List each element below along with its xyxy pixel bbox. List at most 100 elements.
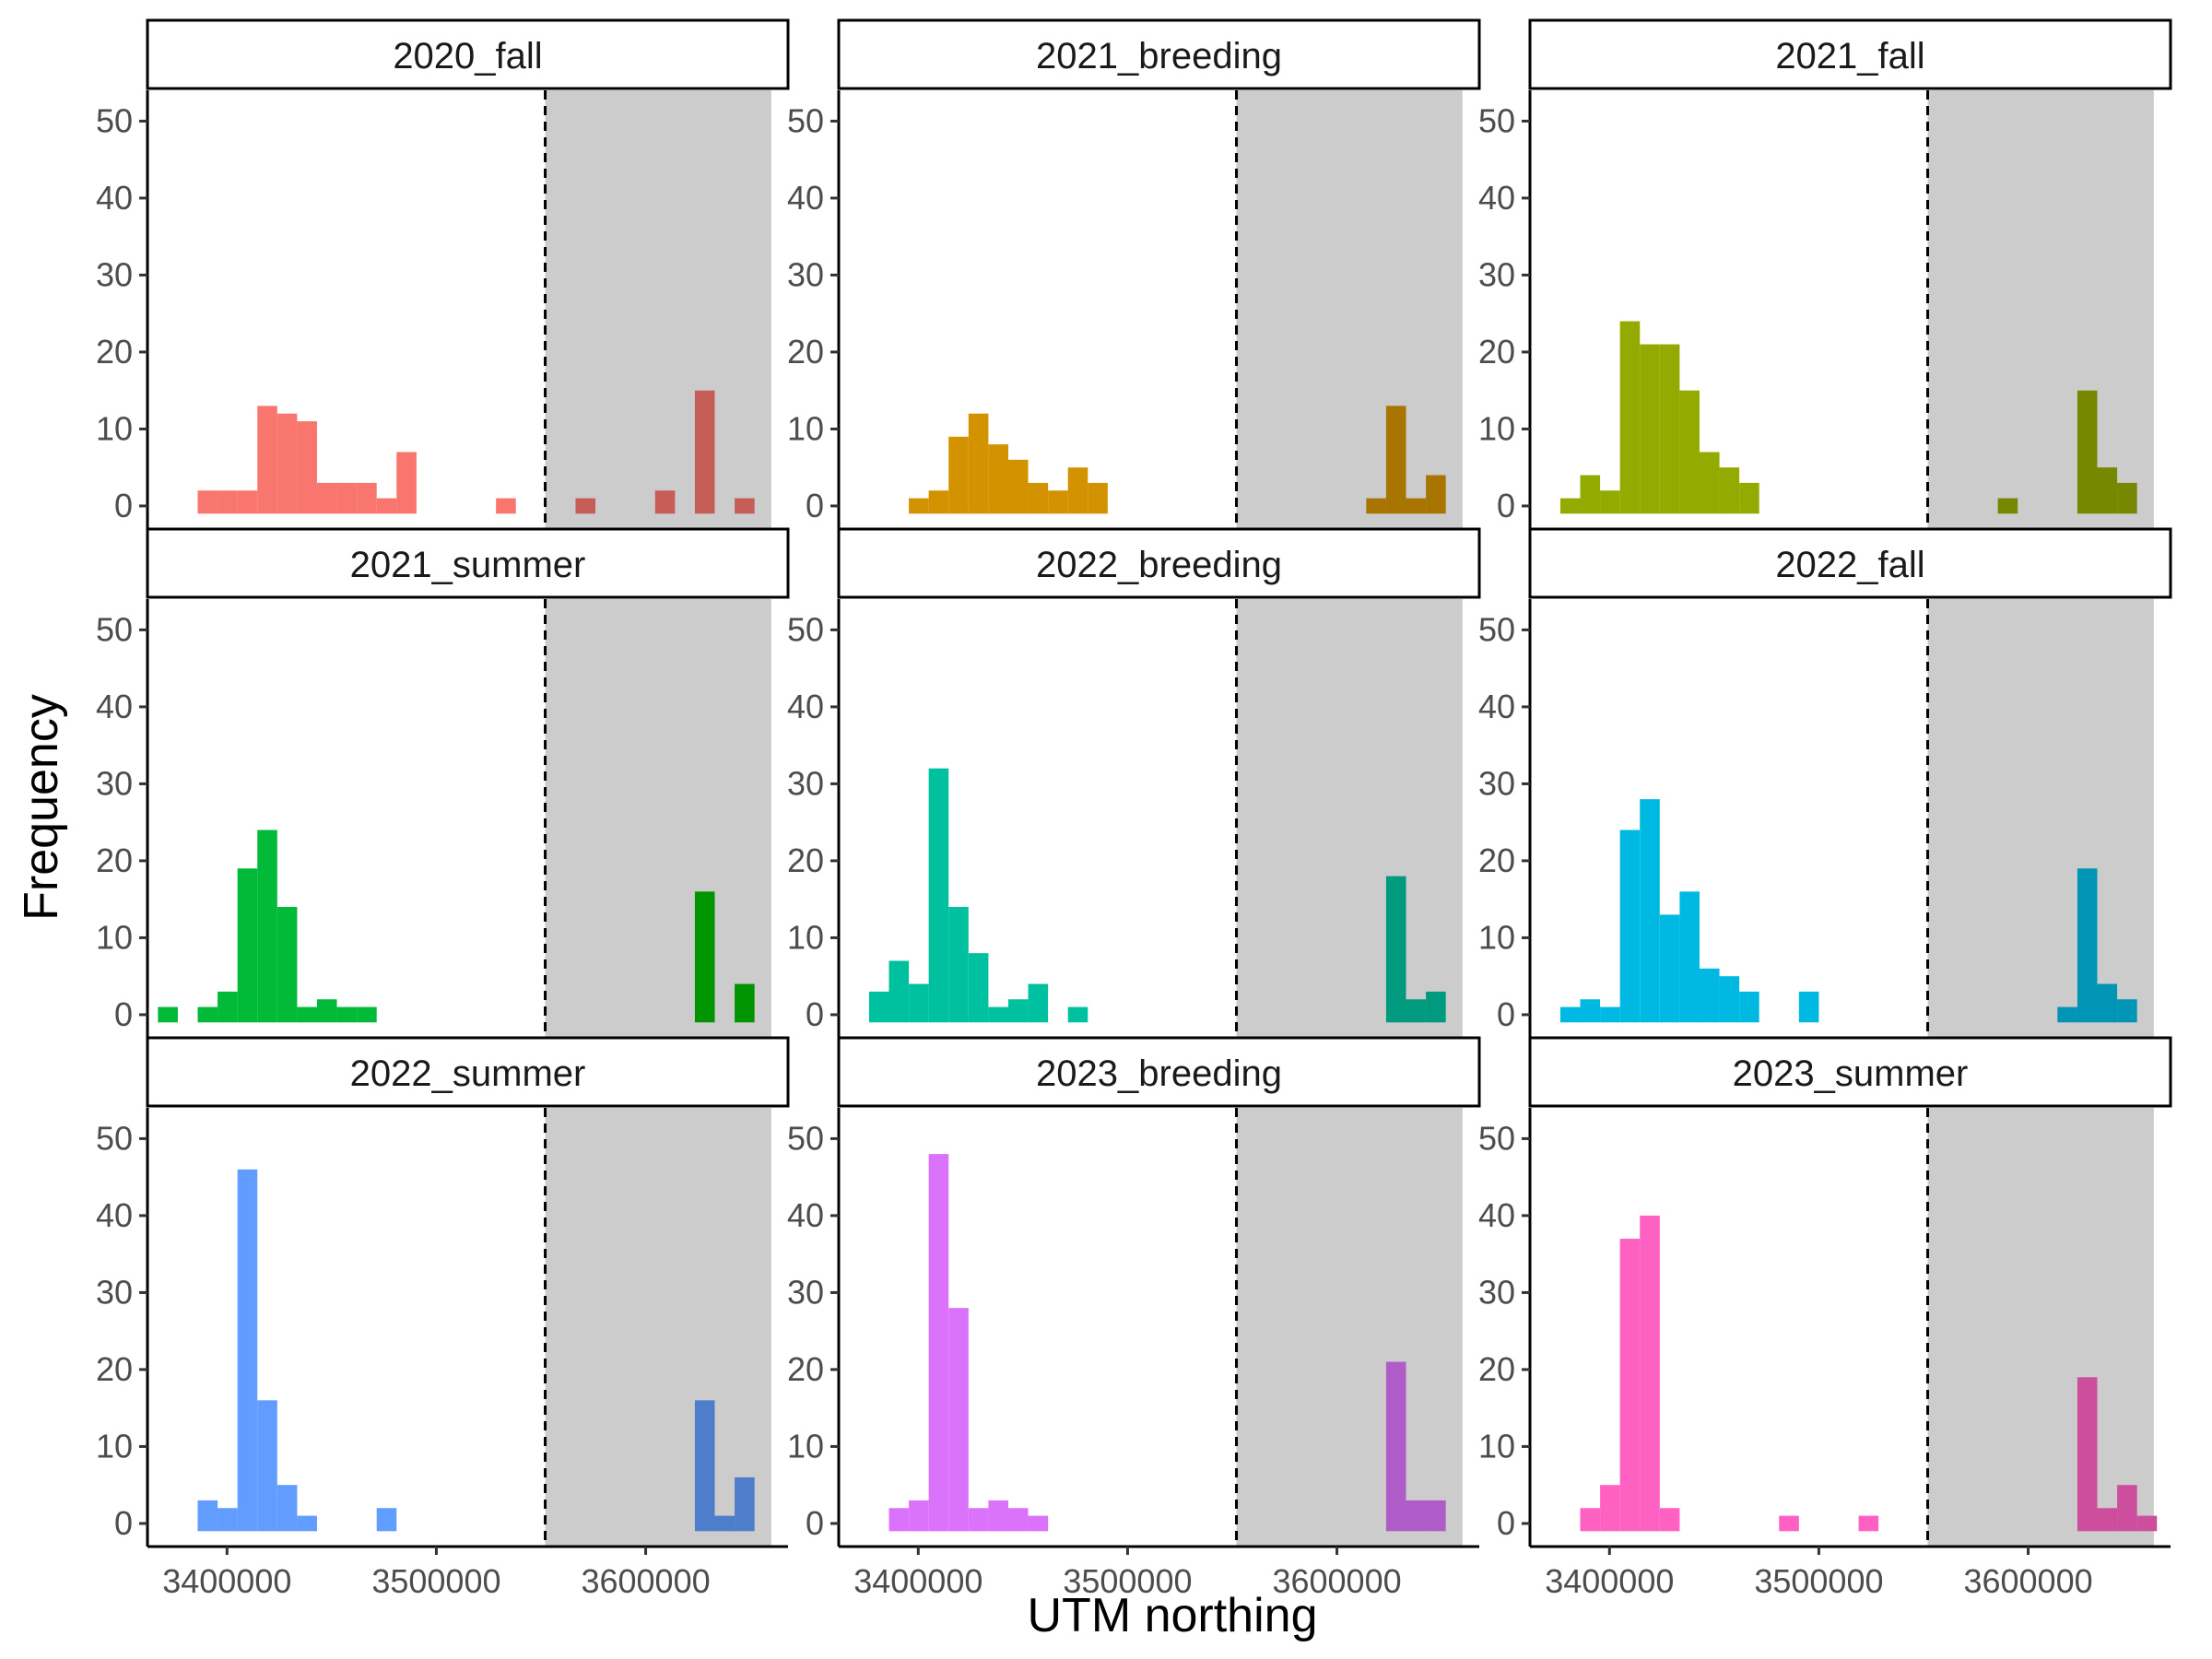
histogram-bar [197, 1006, 218, 1023]
histogram-bar [1028, 482, 1049, 514]
histogram-bar [1067, 1006, 1088, 1023]
histogram-bar [1580, 999, 1601, 1023]
histogram-bar [2117, 482, 2137, 514]
histogram-bar [575, 498, 596, 514]
histogram-bar [1007, 459, 1029, 514]
histogram-bar [1997, 498, 2018, 514]
histogram-bar [1385, 406, 1406, 514]
y-tick-label: 50 [1478, 610, 1515, 648]
y-tick-label: 10 [787, 918, 824, 956]
y-tick-label: 0 [1497, 1504, 1515, 1542]
histogram-bar [1007, 1508, 1029, 1532]
y-tick-label: 50 [1478, 1119, 1515, 1157]
y-tick-label: 30 [1478, 764, 1515, 802]
facet-panel-2022_summer: 2022_summer 0 10 20 30 40 50 3400000 3500000 3600… [96, 1036, 790, 1600]
y-tick-label: 50 [96, 101, 133, 139]
shaded-region [1236, 90, 1463, 529]
histogram-bar [1659, 914, 1680, 1023]
y-tick-label: 20 [1478, 333, 1515, 371]
histogram-bar [928, 768, 949, 1023]
histogram-bar [257, 406, 277, 514]
y-axis-title: Frequency [15, 694, 68, 921]
histogram-bar [276, 1485, 298, 1532]
y-tick-label: 30 [1478, 255, 1515, 293]
facet-panel-2021_breeding: 2021_breeding 0 10 20 30 40 50 [787, 18, 1481, 537]
facet-strip [146, 527, 790, 599]
y-tick-label: 40 [96, 688, 133, 725]
histogram-bar [948, 907, 969, 1023]
histogram-bar [276, 413, 298, 514]
histogram-bar [1426, 475, 1446, 514]
y-tick-label: 40 [96, 179, 133, 217]
y-tick-label: 50 [96, 1119, 133, 1157]
x-tick-label: 3500000 [371, 1562, 500, 1600]
histogram-bar [1739, 991, 1759, 1023]
histogram-bar [1028, 1515, 1049, 1532]
y-tick-label: 20 [787, 333, 824, 371]
histogram-bar [376, 498, 397, 514]
y-tick-label: 30 [787, 764, 824, 802]
facet-strip-label: 2023_summer [1733, 1053, 1969, 1094]
shaded-region [1236, 1108, 1463, 1547]
histogram-bar [1640, 799, 1660, 1023]
x-tick-label: 3600000 [1272, 1562, 1401, 1600]
y-tick-label: 0 [806, 487, 824, 524]
histogram-bar [336, 1006, 358, 1023]
histogram-bar [257, 1400, 277, 1532]
histogram-bar [1619, 321, 1641, 514]
facet-strip [146, 18, 790, 90]
x-tick-label: 3600000 [1963, 1562, 2092, 1600]
histogram-bar [1426, 991, 1446, 1023]
histogram-bar [1699, 968, 1720, 1023]
y-tick-label: 0 [1497, 487, 1515, 524]
y-tick-label: 0 [806, 995, 824, 1033]
histogram-bar [909, 498, 929, 514]
histogram-bar [988, 1006, 1008, 1023]
histogram-bar [197, 490, 218, 514]
histogram-bar [1600, 1006, 1620, 1023]
histogram-bar [1406, 1500, 1427, 1532]
histogram-bar [1659, 344, 1680, 514]
y-tick-label: 20 [96, 841, 133, 879]
y-tick-label: 40 [96, 1196, 133, 1234]
facet-panel-2023_summer: 2023_summer 0 10 20 30 40 50 3400000 3500000 3600… [1478, 1036, 2172, 1600]
histogram-bar [1640, 344, 1660, 514]
facet-panel-2021_summer: 2021_summer 0 10 20 30 40 50 [96, 527, 790, 1046]
histogram-bar [158, 1006, 178, 1023]
histogram-bar [1679, 891, 1700, 1023]
facet-strip [1528, 527, 2172, 599]
facet-panel-2021_fall: 2021_fall 0 10 20 30 40 50 [1478, 18, 2172, 537]
y-tick-label: 20 [787, 841, 824, 879]
histogram-bar [1798, 991, 1819, 1023]
histogram-bar [336, 482, 358, 514]
y-tick-label: 0 [114, 995, 133, 1033]
histogram-bar [2097, 983, 2118, 1023]
facet-strip-label: 2022_summer [350, 1053, 586, 1094]
y-tick-label: 30 [96, 255, 133, 293]
histogram-bar [1739, 482, 1759, 514]
histogram-bar [948, 1308, 969, 1532]
y-tick-label: 40 [1478, 179, 1515, 217]
histogram-bar [376, 1508, 397, 1532]
histogram-bar [988, 1500, 1008, 1532]
histogram-bar [1426, 1500, 1446, 1532]
histogram-bar [357, 482, 377, 514]
facet-strip [837, 527, 1481, 599]
y-tick-label: 40 [1478, 688, 1515, 725]
facet-strip-label: 2023_breeding [1036, 1053, 1282, 1094]
y-tick-label: 0 [114, 487, 133, 524]
histogram-bar [735, 498, 755, 514]
histogram-bar [2077, 390, 2098, 514]
facet-strip [837, 1036, 1481, 1108]
facet-strip [837, 18, 1481, 90]
histogram-bar [1580, 1508, 1601, 1532]
histogram-bar [316, 999, 337, 1023]
histogram-bar [909, 983, 929, 1023]
histogram-bar [1619, 830, 1641, 1023]
histogram-bar [218, 991, 238, 1023]
histogram-bar [496, 498, 516, 514]
facet-strip [1528, 1036, 2172, 1108]
histogram-bar [948, 436, 969, 514]
histogram-bar [297, 1515, 317, 1532]
